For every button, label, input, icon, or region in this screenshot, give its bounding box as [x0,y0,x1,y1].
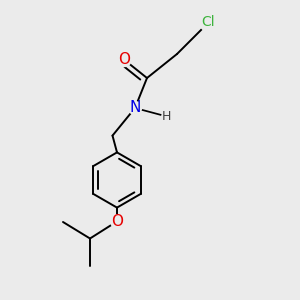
Circle shape [117,53,132,67]
Text: N: N [129,100,141,116]
Text: O: O [118,52,130,68]
Text: Cl: Cl [202,16,215,29]
Text: H: H [162,110,171,123]
Circle shape [199,13,218,32]
Circle shape [161,111,172,122]
Circle shape [128,101,142,115]
Text: O: O [111,214,123,229]
Circle shape [110,214,124,229]
